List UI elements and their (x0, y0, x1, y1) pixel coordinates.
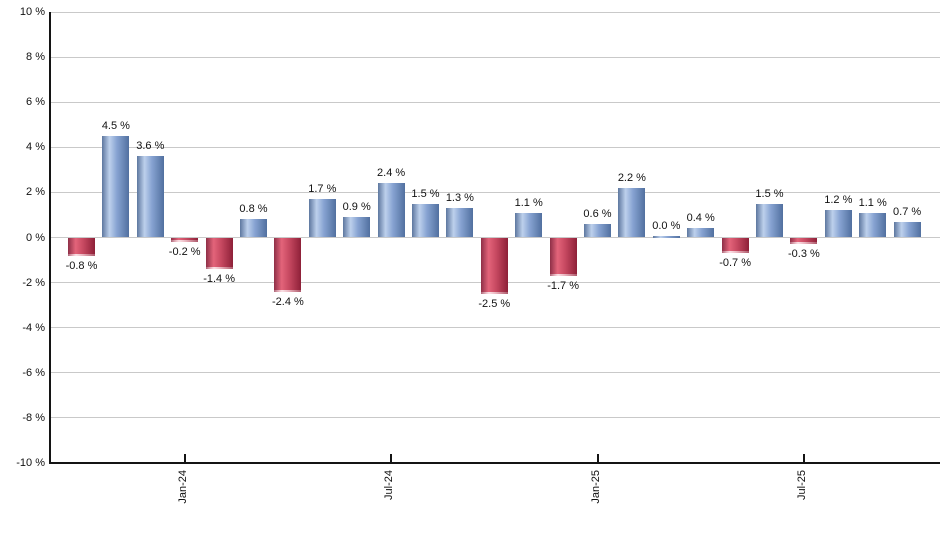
y-axis-tick-label: -8 % (22, 411, 45, 424)
bar (136, 156, 164, 238)
bar (68, 237, 95, 256)
y-axis-tick-label: -4 % (22, 321, 45, 334)
bar (549, 237, 577, 277)
x-axis-tick-label: Jan-24 (176, 470, 189, 504)
bar-value-label: 2.4 % (377, 167, 406, 180)
bar-value-label: -0.8 % (65, 259, 98, 272)
bar-value-label: 0.9 % (342, 201, 371, 214)
bar-value-label: 1.7 % (308, 183, 337, 196)
y-axis-tick-label: 2 % (26, 186, 45, 199)
bar-value-label: -0.3 % (787, 248, 820, 261)
gridline (49, 146, 940, 148)
bar (171, 237, 199, 242)
bar (721, 237, 749, 254)
bar-value-label: -0.2 % (168, 246, 201, 258)
bar (377, 183, 405, 238)
bar (790, 237, 818, 245)
y-axis-tick-label: -10 % (16, 457, 45, 469)
x-axis-tick (802, 454, 805, 462)
bar-value-label: -2.5 % (478, 297, 511, 310)
y-axis-tick-label: -6 % (22, 366, 45, 379)
y-axis (49, 12, 51, 464)
bar (618, 187, 646, 238)
y-axis-tick-label: 8 % (26, 51, 45, 64)
bar-value-label: 1.1 % (514, 196, 543, 209)
bar-value-label: -1.4 % (203, 273, 235, 286)
gridline (49, 372, 940, 374)
bar (893, 221, 921, 238)
x-axis-tick (183, 454, 186, 462)
bar (584, 223, 611, 238)
gridline (49, 191, 940, 193)
bar (205, 237, 233, 270)
bar (652, 236, 680, 238)
x-axis (49, 462, 940, 464)
y-axis-tick-label: 0 % (26, 231, 45, 244)
bar (274, 237, 302, 292)
bar (102, 136, 130, 238)
bar-value-label: 1.1 % (858, 196, 887, 209)
bar (308, 199, 336, 238)
bar-value-label: 0.4 % (686, 212, 715, 225)
bar (446, 208, 474, 238)
bar-value-label: 4.5 % (101, 120, 130, 133)
x-axis-tick (390, 454, 393, 462)
bar (343, 217, 371, 238)
gridline (49, 101, 940, 103)
bar-value-label: -0.7 % (719, 257, 751, 270)
gridline (49, 417, 940, 419)
x-axis-tick-label: Jul-24 (383, 470, 396, 500)
bar (412, 203, 439, 238)
bar (859, 212, 887, 238)
bar-value-label: 2.2 % (617, 171, 646, 184)
bar (756, 203, 783, 238)
y-axis-tick-label: -2 % (22, 276, 45, 289)
bar (515, 212, 543, 238)
bar (480, 237, 508, 295)
bar-value-label: 3.6 % (136, 140, 165, 153)
bar (687, 228, 715, 238)
x-axis-tick (596, 454, 599, 462)
x-axis-tick-label: Jan-25 (589, 470, 602, 504)
gridline (49, 327, 940, 329)
bar-value-label: 0.7 % (893, 205, 922, 218)
gridline (49, 56, 940, 58)
bar-value-label: 1.5 % (411, 187, 440, 200)
bar-value-label: 0.0 % (652, 220, 681, 232)
y-axis-tick-label: 6 % (26, 96, 45, 109)
y-axis-tick-label: 10 % (19, 6, 45, 18)
bar-value-label: 0.6 % (583, 207, 612, 220)
y-axis-tick-label: 4 % (26, 141, 45, 154)
bar (240, 219, 267, 238)
bar-value-label: 1.3 % (445, 192, 474, 205)
bar-value-label: 1.2 % (824, 194, 853, 207)
bar-value-label: 0.8 % (239, 203, 268, 216)
bar-value-label: -1.7 % (547, 279, 579, 292)
gridline (49, 11, 940, 13)
bar-value-label: 1.5 % (755, 187, 784, 200)
bar-value-label: -2.4 % (271, 295, 304, 308)
x-axis-tick-label: Jul-25 (795, 470, 808, 500)
bar (824, 210, 852, 238)
